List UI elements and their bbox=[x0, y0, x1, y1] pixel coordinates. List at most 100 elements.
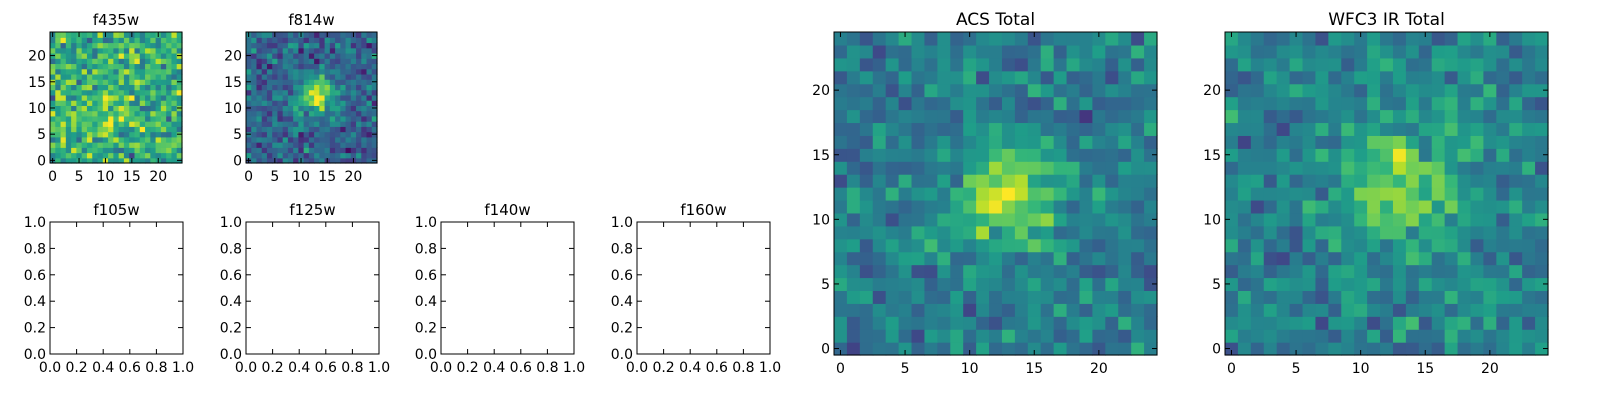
heatmap-cell bbox=[335, 157, 341, 164]
heatmap-cell bbox=[108, 89, 114, 96]
heatmap-cell bbox=[1079, 57, 1093, 72]
heatmap-cell bbox=[911, 122, 926, 136]
heatmap-cell bbox=[71, 131, 77, 138]
x-tick-label: 15 bbox=[318, 169, 336, 185]
heatmap-cell bbox=[1263, 251, 1278, 266]
heatmap-cell bbox=[1341, 187, 1355, 201]
x-tick-label: 5 bbox=[1292, 361, 1301, 377]
heatmap-cell bbox=[1092, 174, 1106, 188]
heatmap-cell bbox=[1237, 264, 1252, 279]
heatmap-cell bbox=[329, 131, 336, 138]
heatmap-cell bbox=[86, 131, 93, 138]
heatmap-cell bbox=[1341, 70, 1355, 85]
heatmap-cell bbox=[1535, 225, 1549, 240]
heatmap-cell bbox=[1053, 251, 1068, 266]
heatmap-cell bbox=[1522, 329, 1536, 343]
heatmap-cell bbox=[108, 47, 114, 54]
heatmap-cell bbox=[1014, 122, 1029, 136]
heatmap-cell bbox=[102, 105, 109, 112]
heatmap-cell bbox=[272, 147, 279, 154]
heatmap-cell bbox=[86, 105, 93, 112]
heatmap-cell bbox=[1225, 264, 1239, 279]
heatmap-cell bbox=[1535, 342, 1549, 356]
heatmap-cell bbox=[308, 79, 315, 85]
heatmap-cell bbox=[329, 126, 336, 133]
heatmap-cell bbox=[1092, 135, 1106, 149]
heatmap-cell bbox=[1444, 44, 1459, 59]
heatmap-cell bbox=[319, 100, 326, 106]
heatmap-cell bbox=[86, 142, 93, 148]
heatmap-cell bbox=[1027, 316, 1042, 330]
heatmap-cell bbox=[308, 157, 315, 164]
heatmap-cell bbox=[898, 329, 913, 343]
heatmap-cell bbox=[1053, 44, 1068, 59]
heatmap-cell bbox=[108, 105, 114, 112]
heatmap-cell bbox=[314, 79, 320, 85]
heatmap-cell bbox=[356, 126, 362, 133]
heatmap-cell bbox=[989, 135, 1003, 149]
heatmap-cell bbox=[123, 52, 130, 59]
heatmap-cell bbox=[1250, 187, 1265, 201]
heatmap-cell bbox=[1483, 122, 1497, 136]
heatmap-cell bbox=[303, 42, 310, 49]
heatmap-cell bbox=[1131, 277, 1145, 291]
heatmap-cell bbox=[129, 84, 136, 91]
heatmap-cell bbox=[1431, 70, 1446, 85]
y-tick-label: 0.0 bbox=[24, 347, 46, 363]
heatmap-cell bbox=[1079, 225, 1093, 240]
heatmap-cell bbox=[1418, 225, 1433, 240]
heatmap-cell bbox=[976, 342, 990, 356]
heatmap-cell bbox=[324, 84, 331, 91]
y-tick-label: 1.0 bbox=[24, 215, 46, 231]
heatmap-cell bbox=[1328, 290, 1342, 304]
heatmap-cell bbox=[1405, 303, 1420, 317]
heatmap-cell bbox=[261, 84, 268, 91]
heatmap-cell bbox=[335, 47, 341, 54]
heatmap-cell bbox=[123, 115, 130, 122]
heatmap-cell bbox=[256, 115, 263, 122]
heatmap-cell bbox=[1027, 109, 1042, 124]
heatmap-cell bbox=[1418, 342, 1433, 356]
heatmap-cell bbox=[81, 110, 88, 117]
heatmap-cell bbox=[1144, 329, 1158, 343]
heatmap-cell bbox=[139, 89, 146, 96]
heatmap-cell bbox=[108, 58, 114, 65]
heatmap-cell bbox=[1105, 109, 1119, 124]
heatmap-cell bbox=[846, 303, 861, 317]
heatmap-cell bbox=[1001, 212, 1016, 227]
heatmap-cell bbox=[872, 342, 887, 356]
heatmap-cell bbox=[150, 105, 157, 112]
heatmap-cell bbox=[1418, 122, 1433, 136]
heatmap-cell bbox=[345, 115, 352, 122]
heatmap-cell bbox=[872, 96, 887, 111]
heatmap-cell bbox=[1457, 109, 1472, 124]
heatmap-cell bbox=[102, 37, 109, 44]
heatmap-cell bbox=[350, 63, 357, 70]
heatmap-cell bbox=[308, 68, 315, 75]
x-tick-label: 15 bbox=[123, 169, 141, 185]
heatmap-cell bbox=[261, 79, 268, 85]
heatmap-cell bbox=[1341, 199, 1355, 214]
heatmap-cell bbox=[356, 100, 362, 106]
heatmap-cell bbox=[251, 152, 258, 159]
heatmap-cell bbox=[298, 147, 305, 154]
y-tick-label: 0.6 bbox=[24, 268, 46, 284]
heatmap-cell bbox=[1392, 70, 1407, 85]
heatmap-cell bbox=[277, 47, 284, 54]
heatmap-cell bbox=[1040, 342, 1055, 356]
heatmap-cell bbox=[1418, 290, 1433, 304]
heatmap-cell bbox=[937, 174, 951, 188]
heatmap-cell bbox=[1131, 329, 1145, 343]
heatmap-cell bbox=[1237, 290, 1252, 304]
y-tick-label: 0.4 bbox=[220, 294, 242, 310]
heatmap-cell bbox=[118, 47, 125, 54]
heatmap-cell bbox=[1001, 83, 1016, 98]
heatmap-cell bbox=[1001, 238, 1016, 253]
heatmap-cell bbox=[1483, 161, 1497, 175]
heatmap-cell bbox=[81, 131, 88, 138]
heatmap-cell bbox=[71, 63, 77, 70]
heatmap-cell bbox=[1118, 290, 1132, 304]
heatmap-cell bbox=[176, 136, 183, 143]
heatmap-cell bbox=[1276, 264, 1291, 279]
